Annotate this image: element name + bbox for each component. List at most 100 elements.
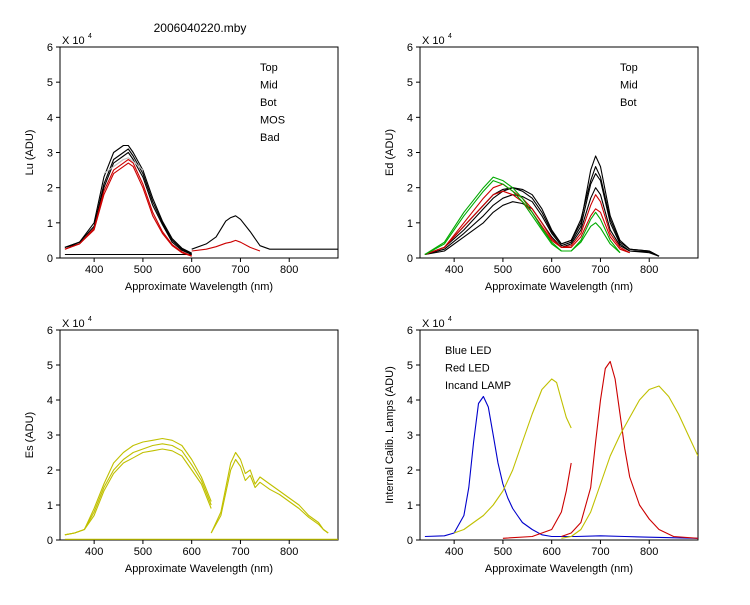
y-tick-label: 4 [47,395,53,407]
x-axis-label: Approximate Wavelength (nm) [125,281,273,293]
y-axis-label: Ed (ADU) [384,129,396,176]
y-tick-label: 3 [47,430,53,442]
scale-exponent: 4 [88,33,92,40]
scale-label: X 10 [422,318,445,330]
figure-title: 2006040220.mby [153,21,247,35]
scale-exponent: 4 [448,33,452,40]
scale-label: X 10 [422,35,445,47]
scale-label: X 10 [62,35,85,47]
x-tick-label: 500 [134,546,152,558]
x-tick-label: 400 [85,546,103,558]
series-line-mid [424,183,630,256]
y-tick-label: 6 [47,42,53,54]
legend-entry-blue-led: Blue LED [445,345,492,357]
series-line-top [64,144,192,254]
series-line-top [424,187,660,257]
y-axis-label: Internal Calib. Lamps (ADU) [384,366,396,504]
legend-entry-incand-lamp: Incand LAMP [445,380,511,392]
legend-entry-bot: Bot [620,97,637,109]
y-tick-label: 2 [407,465,413,477]
x-tick-label: 700 [591,264,609,276]
x-tick-label: 600 [543,546,561,558]
series-line-es [64,437,212,536]
x-tick-label: 400 [445,546,463,558]
y-tick-label: 5 [47,77,53,89]
y-tick-label: 1 [407,218,413,230]
y-tick-label: 4 [407,395,413,407]
series-line-mid [191,239,261,252]
x-tick-label: 700 [231,546,249,558]
series-line-es [64,443,212,536]
x-tick-label: 700 [591,546,609,558]
y-tick-label: 4 [47,112,53,124]
series-line-bot [424,176,621,255]
scale-label: X 10 [62,318,85,330]
series-line-es [210,451,329,534]
y-tick-label: 2 [47,183,53,195]
y-tick-label: 2 [47,465,53,477]
x-axis-label: Approximate Wavelength (nm) [485,563,633,575]
series-line-mid [64,158,192,257]
legend-entry-top: Top [620,62,638,74]
legend-entry-red-led: Red LED [445,363,490,375]
series-layer [424,360,698,539]
x-tick-label: 800 [640,546,658,558]
scale-exponent: 4 [88,316,92,323]
series-line-red-led [561,360,698,539]
x-tick-label: 500 [494,264,512,276]
y-tick-label: 0 [407,535,413,547]
y-tick-label: 5 [47,360,53,372]
y-tick-label: 2 [407,183,413,195]
y-tick-label: 1 [47,500,53,512]
x-tick-label: 600 [183,264,201,276]
x-tick-label: 800 [640,264,658,276]
series-line-top [424,173,660,257]
y-tick-label: 4 [407,112,413,124]
legend-entry-bot: Bot [260,97,277,109]
series-line-mid [424,190,630,256]
x-tick-label: 700 [231,264,249,276]
series-line-es [64,448,212,536]
y-tick-label: 6 [407,325,413,337]
x-axis-label: Approximate Wavelength (nm) [485,281,633,293]
series-line-incand-lamp [561,385,698,539]
x-tick-label: 800 [280,264,298,276]
x-tick-label: 500 [494,546,512,558]
y-tick-label: 5 [407,360,413,372]
x-tick-label: 400 [445,264,463,276]
plot-frame [59,46,339,259]
y-tick-label: 3 [47,148,53,160]
series-line-es [210,458,329,534]
series-line-incand-lamp [453,378,572,534]
y-tick-label: 6 [407,42,413,54]
y-tick-label: 1 [47,218,53,230]
scale-exponent: 4 [448,316,452,323]
legend-entry-mid: Mid [620,80,638,92]
y-tick-label: 0 [47,535,53,547]
legend-entry-bad: Bad [260,132,280,144]
x-tick-label: 500 [134,264,152,276]
plot-frame [59,329,339,541]
y-tick-label: 5 [407,77,413,89]
series-line-top [191,215,338,250]
y-tick-label: 1 [407,500,413,512]
plot-frame [419,329,699,541]
series-line-red-led [502,462,572,539]
y-axis-label: Es (ADU) [24,412,36,458]
series-layer [64,144,338,257]
series-layer [64,437,338,540]
y-tick-label: 6 [47,325,53,337]
series-line-blue-led [424,395,698,539]
x-tick-label: 400 [85,264,103,276]
legend-entry-mos: MOS [260,115,285,127]
y-tick-label: 0 [407,253,413,265]
x-tick-label: 600 [543,264,561,276]
series-line-bot [424,180,621,255]
series-line-bad [103,157,144,175]
legend-entry-top: Top [260,62,278,74]
